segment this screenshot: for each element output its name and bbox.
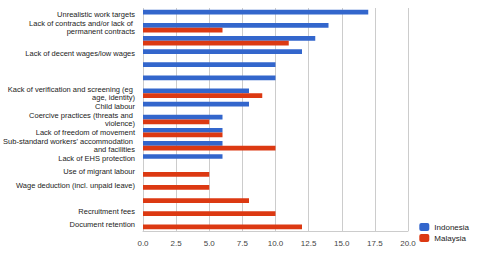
svg-text:Lack of contracts and/or lack: Lack of contracts and/or lack of (29, 19, 135, 29)
svg-text:7.5: 7.5 (237, 239, 249, 248)
svg-text:Use of migrant labour: Use of migrant labour (63, 167, 135, 176)
svg-text:age, identity): age, identity) (92, 93, 135, 102)
svg-text:Indonesia: Indonesia (434, 223, 469, 232)
svg-text:Recruitment fees: Recruitment fees (78, 207, 135, 216)
svg-text:Lack of decent wages/low wages: Lack of decent wages/low wages (25, 49, 135, 58)
svg-text:Unrealistic work targets: Unrealistic work targets (57, 10, 135, 19)
svg-text:Document retention: Document retention (70, 220, 135, 229)
svg-text:Wage deduction (incl. unpaid l: Wage deduction (incl. unpaid leave) (16, 181, 135, 190)
svg-text:12.5: 12.5 (301, 239, 317, 248)
svg-text:violence): violence) (105, 119, 136, 128)
svg-text:permanent contracts: permanent contracts (67, 27, 136, 36)
svg-text:Lack of freedom of movement: Lack of freedom of movement (36, 128, 136, 137)
svg-text:Lack of EHS protection: Lack of EHS protection (58, 154, 135, 163)
svg-text:Sub-standard workers' accommod: Sub-standard workers' accommodation (3, 137, 135, 147)
svg-text:10.0: 10.0 (268, 239, 284, 248)
svg-text:Coercive practices (threats an: Coercive practices (threats and (29, 111, 135, 120)
svg-text:Kack of verification and scree: Kack of verification and screening (eg (7, 84, 135, 94)
svg-text:Child labour: Child labour (95, 102, 136, 111)
svg-text:Malaysia: Malaysia (434, 234, 466, 243)
svg-text:15.0: 15.0 (334, 239, 350, 248)
svg-text:17.5: 17.5 (367, 239, 383, 248)
svg-text:2.5: 2.5 (171, 239, 183, 248)
svg-text:0.0: 0.0 (137, 239, 149, 248)
svg-text:and facilities: and facilities (94, 145, 136, 154)
svg-text:20.0: 20.0 (400, 239, 416, 248)
svg-text:5.0: 5.0 (204, 239, 216, 248)
